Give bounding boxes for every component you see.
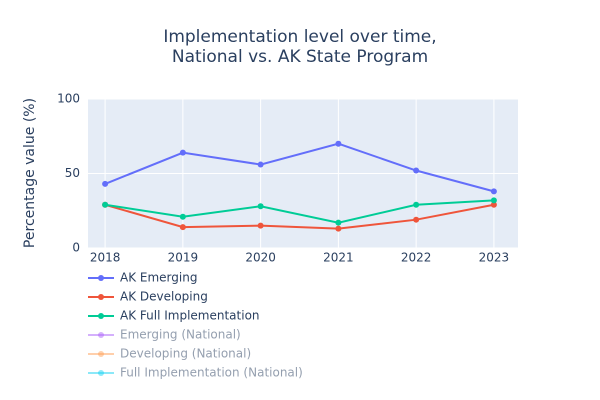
point	[335, 225, 342, 232]
legend-label: AK Emerging	[120, 271, 197, 285]
point	[257, 161, 264, 168]
x-tick-label: 2020	[245, 251, 276, 265]
point	[413, 216, 420, 223]
legend-label: Developing (National)	[120, 347, 251, 361]
point	[102, 201, 109, 208]
point	[179, 224, 186, 231]
chart-title: National vs. AK State Program	[172, 47, 428, 67]
point	[413, 167, 420, 174]
point	[413, 201, 420, 208]
y-tick-label: 100	[57, 92, 80, 106]
y-tick-label: 50	[65, 166, 80, 180]
point	[490, 197, 497, 204]
point	[490, 201, 497, 208]
legend-label: AK Full Implementation	[120, 309, 260, 323]
point	[335, 219, 342, 226]
x-tick-label: 2023	[479, 251, 510, 265]
y-axis-title: Percentage value (%)	[22, 98, 38, 248]
x-tick-label: 2019	[168, 251, 199, 265]
point	[179, 213, 186, 220]
point	[102, 180, 109, 187]
legend-label: AK Developing	[120, 290, 208, 304]
legend-marker	[98, 351, 104, 357]
legend-marker	[98, 332, 104, 338]
line	[104, 203, 495, 230]
legend-marker	[98, 294, 104, 300]
chart-title: Implementation level over time,	[163, 27, 436, 47]
y-tick-label: 0	[72, 241, 80, 255]
point	[335, 140, 342, 147]
point	[490, 188, 497, 195]
legend-marker	[98, 370, 104, 376]
legend-marker	[98, 313, 104, 319]
line	[104, 199, 494, 224]
legend-marker	[98, 275, 104, 281]
point	[257, 203, 264, 210]
line	[104, 142, 495, 193]
legend-label: Full Implementation (National)	[120, 366, 303, 380]
point	[179, 149, 186, 156]
x-tick-label: 2021	[323, 251, 354, 265]
x-tick-label: 2022	[401, 251, 432, 265]
point	[257, 222, 264, 229]
x-tick-label: 2018	[90, 251, 121, 265]
legend-label: Emerging (National)	[120, 328, 241, 342]
